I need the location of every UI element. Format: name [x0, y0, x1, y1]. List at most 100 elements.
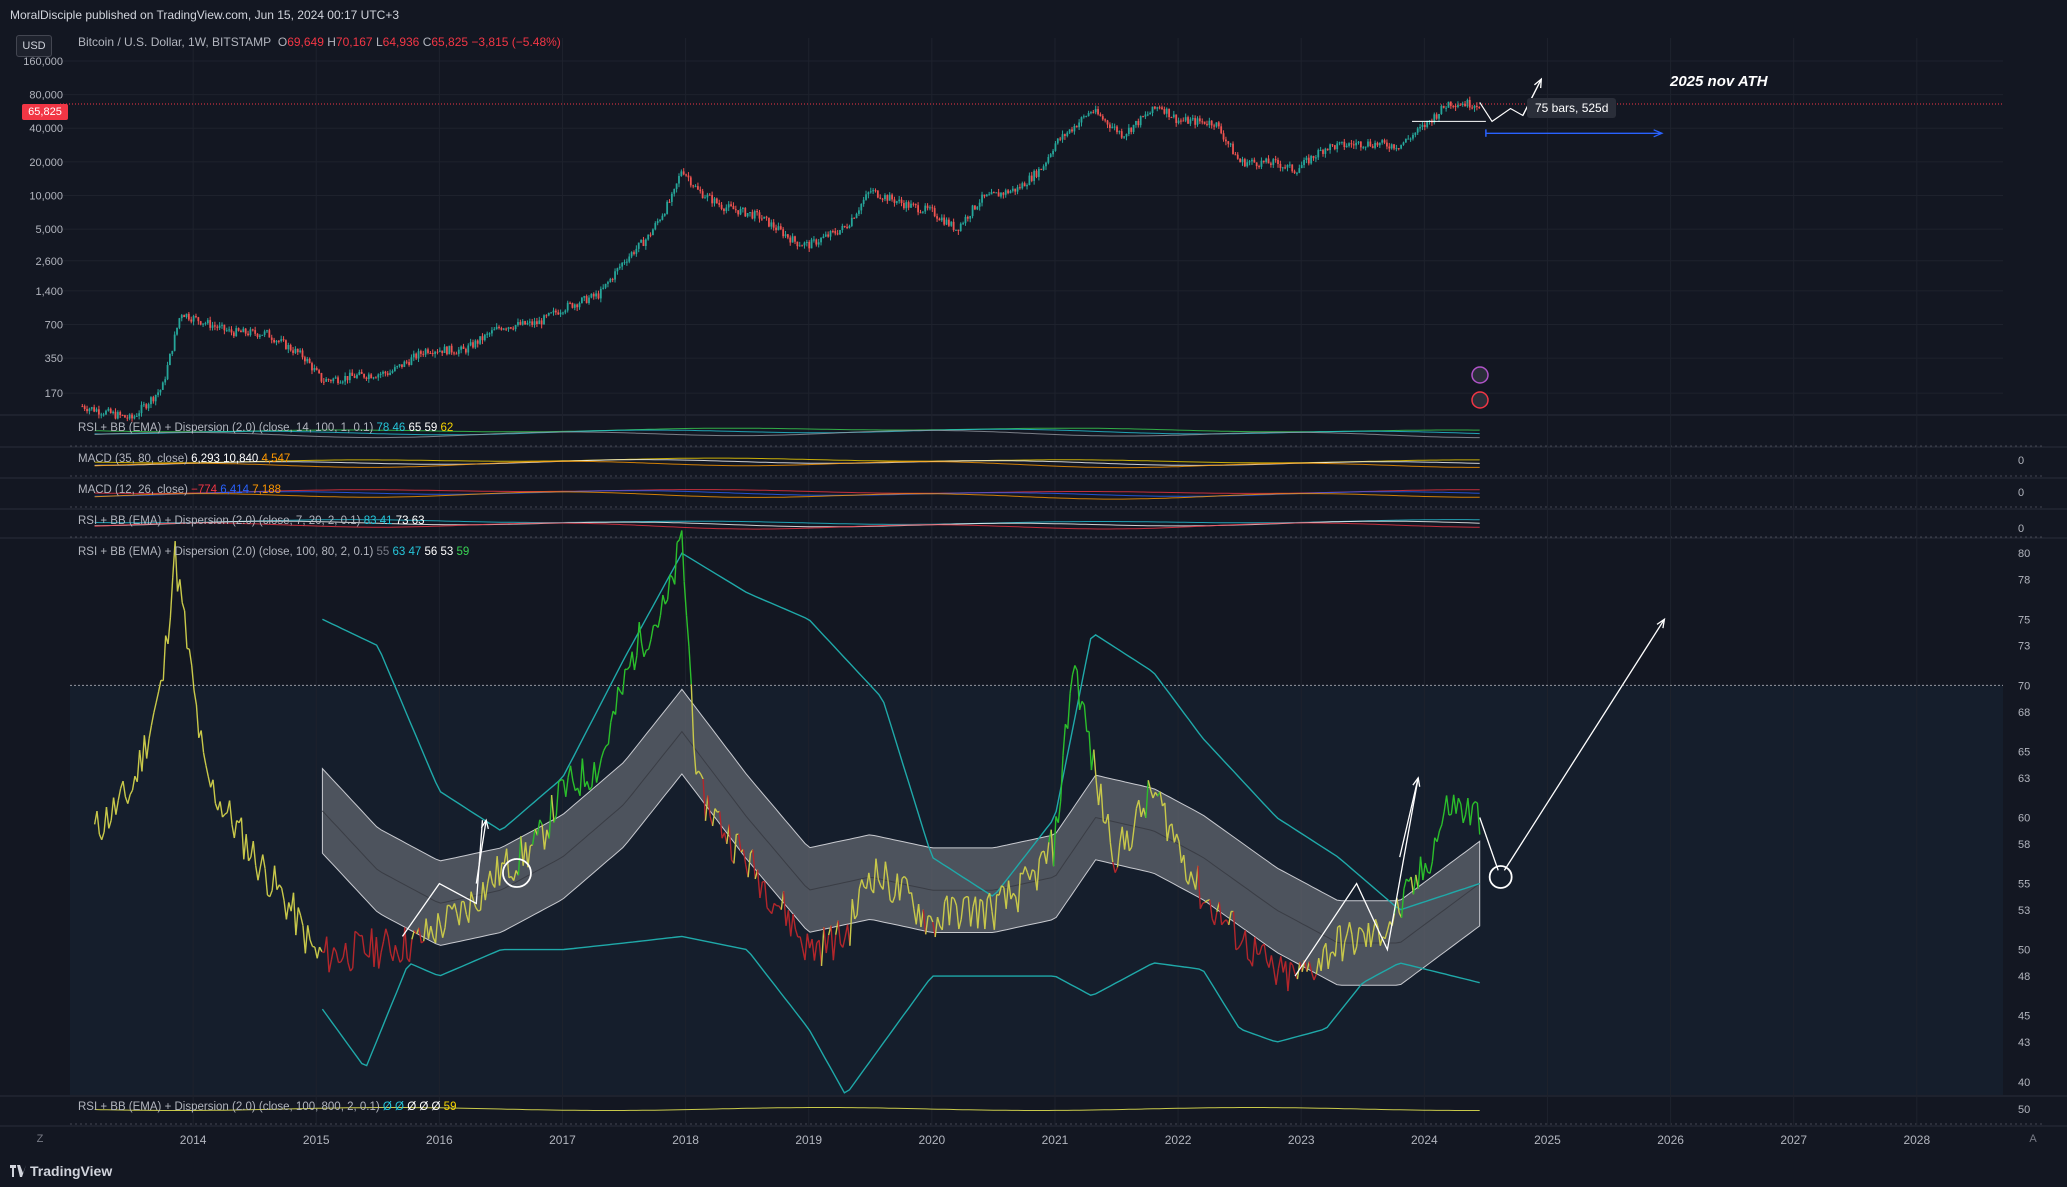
price-candle [995, 192, 998, 194]
price-candle [689, 177, 692, 186]
rsi-segment [285, 902, 290, 920]
price-candle [1326, 148, 1329, 151]
price-candle [1352, 144, 1355, 146]
price-candle [1333, 145, 1336, 150]
price-candle [580, 297, 583, 304]
rsi-segment [295, 907, 299, 936]
price-candle [223, 324, 226, 331]
rsi-segment [453, 903, 458, 914]
price-candle [1222, 133, 1225, 140]
price-candle [1241, 159, 1244, 163]
price-candle [685, 174, 687, 176]
rsi-segment [1327, 953, 1332, 969]
rsi-segment [787, 910, 792, 937]
rsi-segment [690, 684, 695, 745]
rsi-segment [790, 914, 794, 937]
rsi-segment [543, 829, 548, 850]
price-candle [801, 245, 803, 247]
price-candle [1123, 136, 1126, 138]
price-candle [607, 282, 609, 284]
rsi-segment [1445, 795, 1450, 816]
rsi-segment [1367, 922, 1372, 948]
indicator-legend-macd-12[interactable]: MACD (12, 26, close) −774 6,414 7,188 [78, 484, 281, 496]
rsi-segment [1273, 969, 1277, 985]
rsi-segment [685, 615, 690, 647]
rsi-segment [517, 836, 522, 876]
price-candle [306, 358, 309, 362]
x-tick-label: 2028 [1903, 1133, 1930, 1147]
price-candle [375, 377, 377, 379]
price-candle [1464, 103, 1466, 107]
indicator-legend-rsi-100-800[interactable]: RSI + BB (EMA) + Dispersion (2.0) (close… [78, 1101, 456, 1113]
price-candle [1447, 101, 1450, 108]
price-candle [303, 357, 306, 362]
price-candle [258, 335, 261, 337]
rsi-segment [1159, 791, 1164, 807]
price-candle [992, 192, 995, 194]
rsi-segment [1088, 731, 1093, 771]
a-button[interactable]: A [2029, 1133, 2037, 1145]
mini-indicator-line [94, 522, 1480, 530]
rsi-segment [598, 758, 603, 771]
rsi-segment [146, 738, 150, 759]
rsi-segment [129, 789, 134, 795]
price-candle [1419, 126, 1421, 129]
indicator-legend-macd-35[interactable]: MACD (35, 80, close) 6,293 10,840 4,547 [78, 453, 290, 465]
price-pane[interactable] [60, 96, 2003, 422]
rsi-segment [898, 878, 903, 901]
last-price-tag: 65,825 [22, 104, 68, 120]
price-candle [1165, 108, 1168, 114]
rsi-pane[interactable] [70, 530, 2003, 1094]
rsi-segment [103, 806, 108, 833]
price-candle [552, 310, 555, 313]
rsi-segment [127, 794, 131, 804]
price-candle [588, 297, 590, 304]
price-candle [744, 207, 747, 217]
price-candle [874, 190, 877, 192]
indicator-legend-rsi-7[interactable]: RSI + BB (EMA) + Dispersion (2.0) (close… [78, 515, 425, 527]
price-candle [919, 212, 922, 214]
rsi-segment [370, 928, 375, 967]
price-candle [1355, 142, 1358, 146]
mini-axis-label: 50 [2018, 1104, 2030, 1116]
rsi-segment [1270, 955, 1275, 970]
price-candle [218, 325, 221, 328]
rsi-segment [747, 852, 752, 878]
rsi-segment [936, 916, 941, 927]
rsi-segment [1095, 780, 1100, 806]
price-projection-arrow-head [1533, 77, 1543, 89]
price-candle [1092, 112, 1095, 114]
price-candle [1064, 134, 1066, 136]
indicator-legend-rsi-14[interactable]: RSI + BB (EMA) + Dispersion (2.0) (close… [78, 422, 453, 434]
rsi-segment [193, 690, 198, 706]
rsi-segment [1228, 911, 1232, 926]
price-candle [666, 201, 669, 214]
rsi-segment [657, 614, 662, 628]
price-candle [315, 368, 318, 371]
price-candle [616, 268, 619, 272]
price-candle [280, 339, 283, 342]
price-candle [1449, 101, 1452, 106]
rsi-segment [948, 897, 953, 926]
rsi-tick-label: 78 [2018, 575, 2030, 587]
indicator-value: 83 [363, 515, 377, 527]
rsi-segment [143, 735, 148, 759]
rsi-segment [906, 879, 910, 894]
zero-axis-label: 0 [2018, 455, 2024, 467]
change-value: −3,815 (−5.48%) [471, 35, 561, 49]
z-button[interactable]: Z [37, 1133, 44, 1145]
price-candle [569, 302, 571, 304]
indicator-value: Ø [431, 1101, 441, 1113]
price-candle [855, 213, 858, 219]
price-candle [1345, 145, 1348, 148]
price-candle [1272, 159, 1275, 165]
rsi-segment [707, 795, 711, 817]
price-candle [521, 321, 524, 325]
rsi-segment [1130, 827, 1135, 848]
currency-button[interactable]: USD [16, 35, 52, 57]
price-candle [1047, 156, 1050, 163]
indicator-legend-rsi-100-80[interactable]: RSI + BB (EMA) + Dispersion (2.0) (close… [78, 546, 469, 558]
price-candle [427, 349, 429, 353]
price-candle [505, 328, 508, 330]
